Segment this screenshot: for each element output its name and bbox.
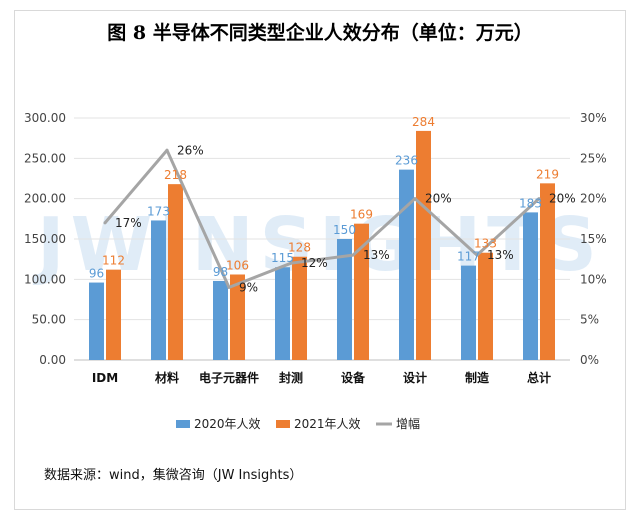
category-label: 封测 [279, 370, 303, 385]
bar-2020 [461, 265, 476, 360]
growth-point [103, 221, 107, 225]
right-axis-tick: 10% [580, 272, 607, 286]
category-label: 设计 [403, 370, 427, 385]
legend-swatch-2020 [176, 420, 190, 428]
right-axis-tick: 15% [580, 232, 607, 246]
bar-2021 [416, 130, 431, 360]
right-axis-tick: 0% [580, 353, 599, 367]
right-axis-tick: 5% [580, 313, 599, 327]
bar-2020 [275, 267, 290, 360]
growth-label: 20% [425, 192, 452, 206]
data-label-2020: 115 [271, 251, 294, 265]
left-axis-tick: 100.00 [24, 272, 66, 286]
right-axis-tick: 30% [580, 111, 607, 125]
bar-2020 [89, 282, 104, 360]
right-axis-tick: 20% [580, 192, 607, 206]
chart-title: 图 8 半导体不同类型企业人效分布（单位：万元） [107, 22, 533, 44]
category-label: 设备 [341, 370, 366, 385]
bar-2021 [478, 252, 493, 360]
data-label-2021: 106 [226, 258, 249, 272]
left-axis-tick: 150.00 [24, 232, 66, 246]
growth-label: 9% [239, 280, 258, 294]
data-label-2020: 98 [213, 265, 228, 279]
data-label-2020: 236 [395, 154, 418, 168]
data-label-2020: 117 [457, 250, 480, 264]
growth-point [413, 197, 417, 201]
left-axis-tick: 50.00 [32, 313, 66, 327]
data-label-2021: 169 [350, 208, 373, 222]
legend-label: 2021年人效 [294, 416, 361, 431]
left-axis-tick: 200.00 [24, 192, 66, 206]
left-axis-tick: 300.00 [24, 111, 66, 125]
data-label-2021: 284 [412, 115, 435, 129]
bar-2020 [151, 220, 166, 360]
growth-label: 13% [363, 248, 390, 262]
category-label: 材料 [154, 370, 179, 385]
data-label-2020: 183 [519, 196, 542, 210]
bar-2021 [540, 183, 555, 360]
data-label-2021: 112 [102, 254, 125, 268]
left-axis-tick: 250.00 [24, 151, 66, 165]
data-label-2020: 150 [333, 223, 356, 237]
category-label: 总计 [527, 370, 551, 385]
bar-2021 [230, 274, 245, 360]
bar-2021 [106, 269, 121, 360]
bar-2021 [292, 256, 307, 360]
growth-label: 17% [115, 216, 142, 230]
source-note: 数据来源：wind，集微咨询（JW Insights） [44, 468, 303, 483]
bar-2021 [168, 184, 183, 360]
category-label: IDM [92, 371, 118, 385]
bar-2020 [523, 212, 538, 360]
growth-point [165, 148, 169, 152]
growth-line [103, 148, 541, 289]
category-label: 电子元器件 [199, 370, 259, 385]
growth-point [351, 253, 355, 257]
growth-label: 20% [549, 192, 576, 206]
bar-2020 [213, 280, 228, 360]
growth-label: 12% [301, 256, 328, 270]
growth-point [227, 285, 231, 289]
growth-point [537, 197, 541, 201]
category-label: 制造 [465, 370, 490, 385]
data-label-2020: 96 [89, 267, 104, 281]
bar-2020 [399, 169, 414, 360]
growth-label: 26% [177, 143, 204, 157]
left-axis-tick: 0.00 [39, 353, 66, 367]
legend-label: 增幅 [396, 416, 420, 431]
data-label-2021: 219 [536, 167, 559, 181]
bar-2020 [337, 239, 352, 360]
right-axis-tick: 25% [580, 151, 607, 165]
legend-swatch-2021 [276, 420, 290, 428]
legend-label: 2020年人效 [194, 416, 261, 431]
data-label-2021: 128 [288, 241, 311, 255]
watermark: JWINSIGHTS [32, 202, 603, 288]
bar-2021 [354, 223, 369, 360]
data-label-2021: 133 [474, 237, 497, 251]
data-label-2020: 173 [147, 204, 170, 218]
data-label-2021: 218 [164, 168, 187, 182]
growth-point [289, 261, 293, 265]
growth-label: 13% [487, 248, 514, 262]
growth-point [475, 253, 479, 257]
